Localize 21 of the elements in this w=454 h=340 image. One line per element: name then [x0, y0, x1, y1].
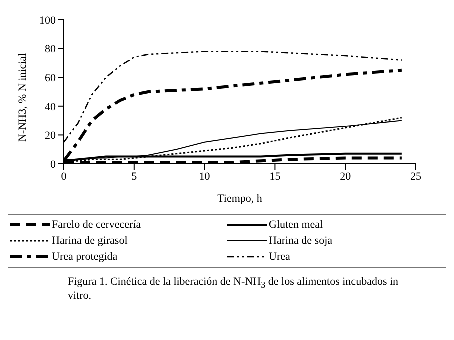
- legend-label: Harina de soja: [269, 235, 333, 247]
- y-axis-title: N-NH3, % N inicial: [16, 53, 29, 142]
- legend-label: Farelo de cervecería: [52, 219, 142, 231]
- x-tick-label: 25: [410, 170, 422, 183]
- x-tick-label: 0: [61, 170, 68, 183]
- y-tick-label: 40: [45, 101, 56, 114]
- legend-label: Gluten meal: [269, 219, 324, 231]
- x-tick-label: 5: [132, 170, 138, 183]
- y-tick-label: 80: [45, 44, 56, 56]
- legend-label: Urea: [269, 251, 290, 263]
- y-tick-label: 100: [40, 14, 56, 27]
- x-axis-title: Tiempo, h: [218, 193, 263, 205]
- y-tick-label: 20: [45, 130, 56, 142]
- x-tick-label: 20: [340, 170, 352, 183]
- y-tick-label: 0: [50, 158, 56, 171]
- x-tick-label: 15: [270, 170, 282, 183]
- legend-label: Urea protegida: [52, 251, 118, 263]
- x-tick-label: 10: [199, 170, 211, 183]
- legend-label: Harina de girasol: [52, 235, 128, 247]
- text: Figura 1. Cinética de la liberación de N-NH$_{3}$ de los alimentos incubados in vitro.: [68, 276, 399, 302]
- y-tick-label: 60: [45, 72, 56, 85]
